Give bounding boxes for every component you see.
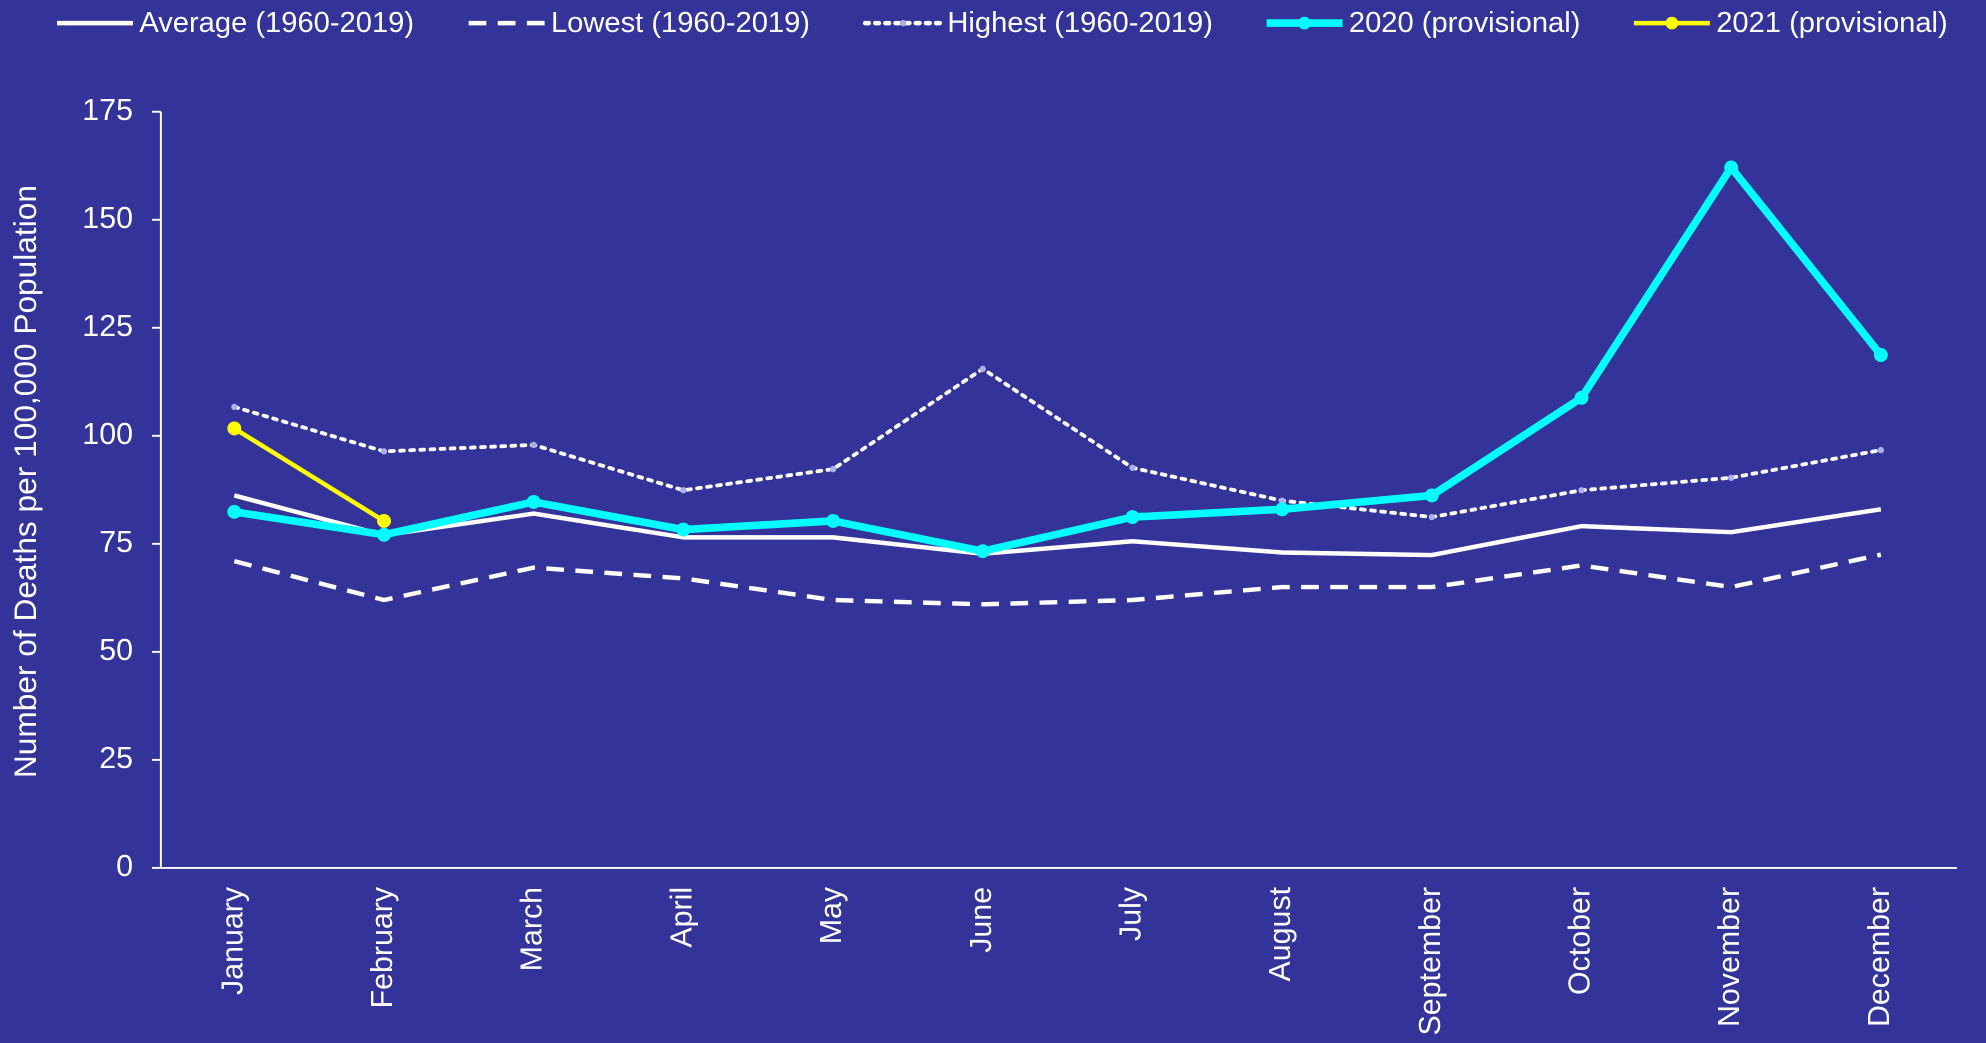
series-marker bbox=[530, 441, 537, 449]
series-marker bbox=[380, 448, 388, 455]
x-tick-label: July bbox=[1113, 886, 1147, 941]
y-tick-label: 100 bbox=[82, 417, 133, 451]
series-marker bbox=[1129, 464, 1136, 471]
x-tick-label: January bbox=[215, 886, 249, 995]
series-marker bbox=[227, 421, 242, 436]
series-marker bbox=[826, 513, 841, 528]
series-line bbox=[233, 163, 1884, 555]
x-tick-label: June bbox=[964, 887, 998, 953]
series-marker bbox=[676, 522, 691, 537]
y-tick-label: 175 bbox=[82, 93, 133, 127]
y-tick-label: 75 bbox=[99, 525, 133, 559]
x-tick-label: March bbox=[515, 887, 549, 971]
series-marker bbox=[1877, 446, 1885, 454]
legend-marker bbox=[1298, 16, 1311, 30]
y-axis-label: Number of Deaths per 100,000 Population bbox=[7, 185, 43, 778]
legend-label: 2021 (provisional) bbox=[1716, 7, 1948, 39]
x-tick-label: May bbox=[814, 886, 848, 944]
series-marker bbox=[829, 465, 837, 473]
series-marker bbox=[1278, 497, 1286, 504]
legend-label: 2020 (provisional) bbox=[1349, 7, 1581, 39]
series-marker bbox=[377, 513, 391, 528]
series-marker bbox=[1873, 348, 1888, 362]
y-tick-label: 50 bbox=[99, 633, 133, 667]
x-tick-label: October bbox=[1563, 887, 1597, 995]
series-marker bbox=[1428, 513, 1435, 521]
series-line bbox=[233, 493, 1882, 558]
x-tick-label: April bbox=[664, 887, 698, 948]
series-marker bbox=[1424, 488, 1439, 503]
series-marker bbox=[680, 487, 687, 494]
series-marker bbox=[377, 527, 391, 542]
series-marker bbox=[1275, 502, 1290, 517]
series-marker bbox=[975, 544, 990, 559]
series-marker bbox=[1578, 487, 1585, 494]
series-marker bbox=[1574, 390, 1589, 405]
series-marker bbox=[1724, 160, 1739, 175]
y-tick-label: 25 bbox=[99, 741, 133, 775]
series-marker bbox=[1125, 510, 1140, 525]
x-tick-label: August bbox=[1263, 886, 1297, 981]
series-line bbox=[232, 366, 1883, 519]
series-marker bbox=[526, 494, 541, 509]
y-tick-label: 125 bbox=[82, 309, 133, 343]
legend-marker bbox=[899, 19, 907, 27]
series-marker bbox=[1728, 474, 1735, 481]
series-marker bbox=[227, 504, 242, 519]
y-tick-label: 150 bbox=[82, 201, 133, 235]
legend-label: Lowest (1960-2019) bbox=[551, 7, 810, 39]
y-tick-label: 0 bbox=[116, 849, 133, 883]
legend-label: Highest (1960-2019) bbox=[947, 7, 1213, 39]
series-marker bbox=[979, 365, 986, 373]
series-line bbox=[233, 552, 1882, 607]
x-tick-label: December bbox=[1862, 887, 1896, 1027]
legend-marker bbox=[1665, 16, 1679, 30]
series-line bbox=[233, 426, 386, 523]
x-tick-label: September bbox=[1413, 887, 1447, 1036]
x-tick-label: November bbox=[1712, 887, 1746, 1027]
x-tick-label: February bbox=[365, 886, 399, 1008]
legend-label: Average (1960-2019) bbox=[139, 7, 414, 39]
series-marker bbox=[231, 403, 238, 411]
